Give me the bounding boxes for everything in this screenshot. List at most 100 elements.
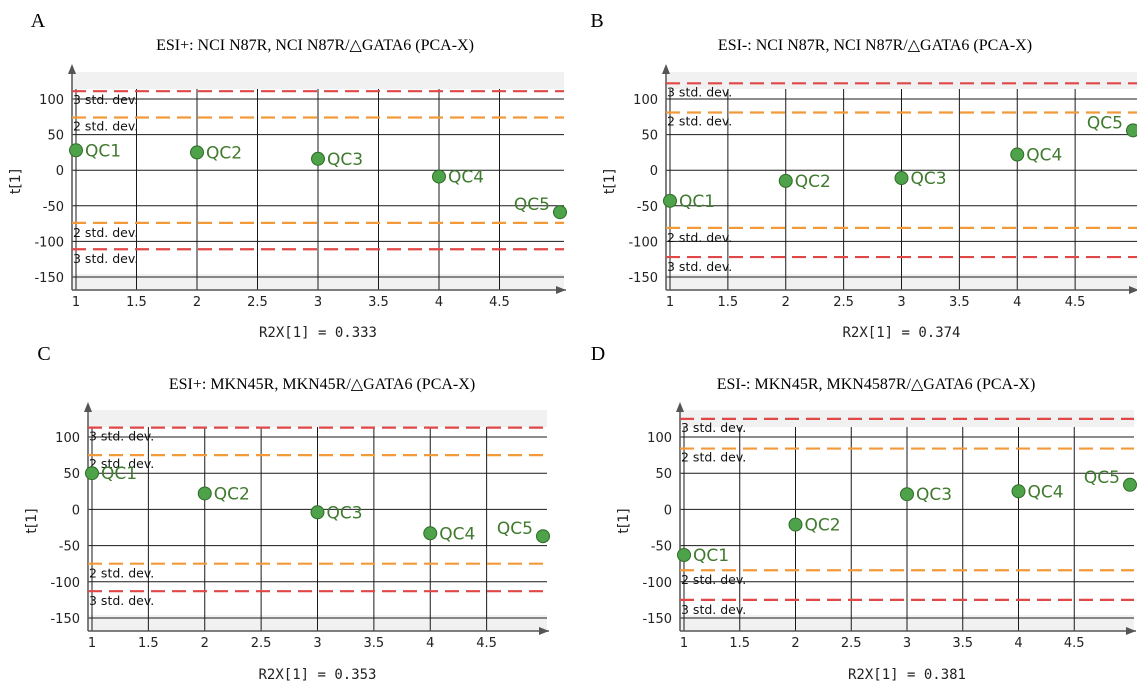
y-tick-label: -150 [642, 612, 672, 627]
panel-a: A ESI+: NCI N87R, NCI N87R/△GATA6 (PCA-X)… [8, 10, 567, 341]
x-axis-label: R2X[1] = 0.333 [259, 325, 377, 341]
y-tick-label: 50 [47, 129, 64, 144]
top-band [72, 72, 564, 89]
limit-label-sd3: 3 std. dev. [73, 251, 138, 266]
x-tick-label: 3 [313, 636, 321, 651]
data-label: QC5 [1084, 468, 1120, 488]
x-tick-label: 1.5 [718, 295, 739, 310]
y-axis-arrow [68, 64, 76, 74]
data-point [894, 171, 909, 186]
x-tick-label: 2 [193, 295, 201, 310]
y-tick-label: 100 [633, 93, 658, 108]
limit-label-sd3: 3 std. dev. [73, 92, 138, 107]
top-band [680, 410, 1134, 427]
limit-label-sd2: 2 std. dev. [89, 456, 154, 471]
limit-label-sd3: 3 std. dev. [89, 429, 154, 444]
data-label: QC4 [448, 168, 484, 188]
limit-label-sd2: 2 std. dev. [667, 114, 732, 129]
y-axis-label: t[1] [24, 508, 40, 533]
data-point [900, 487, 914, 502]
limit-label-sd3: 3 std. dev. [681, 602, 746, 617]
y-tick-label: -100 [50, 576, 80, 591]
y-axis-label: t[1] [602, 169, 618, 194]
chart-title: ESI+: NCI N87R, NCI N87R/△GATA6 (PCA-X) [156, 37, 474, 54]
y-tick-label: -150 [34, 271, 64, 286]
top-band [88, 410, 547, 427]
data-label: QC5 [514, 195, 550, 215]
data-label: QC2 [206, 143, 242, 163]
x-tick-label: 4.5 [1064, 636, 1085, 651]
x-tick-label: 4.5 [1065, 295, 1086, 310]
data-label: QC3 [911, 169, 947, 189]
data-label: QC2 [214, 484, 250, 504]
x-tick-label: 2.5 [841, 636, 862, 651]
panel-letter: A [31, 10, 46, 32]
data-label: QC5 [497, 519, 533, 539]
y-tick-label: 50 [63, 467, 80, 482]
y-axis-label: t[1] [8, 169, 24, 194]
data-label: QC1 [85, 141, 121, 161]
limit-label-sd2: 2 std. dev. [89, 566, 154, 581]
data-label: QC3 [327, 150, 363, 170]
x-tick-label: 2 [791, 636, 799, 651]
chart-title: ESI-: NCI N87R, NCI N87R/△GATA6 (PCA-X) [718, 37, 1032, 54]
y-tick-label: -50 [43, 200, 64, 215]
x-tick-label: 1 [72, 295, 80, 310]
x-tick-label: 1.5 [138, 636, 159, 651]
data-label: QC3 [916, 485, 952, 505]
y-tick-label: 50 [641, 129, 658, 144]
data-label: QC2 [795, 172, 831, 192]
x-tick-label: 4.5 [476, 636, 497, 651]
data-point [536, 529, 550, 544]
data-point [197, 486, 212, 501]
data-point [311, 151, 325, 166]
x-axis-label: R2X[1] = 0.353 [258, 667, 376, 683]
y-tick-label: -150 [628, 271, 658, 286]
y-tick-label: 0 [664, 503, 672, 518]
chart-title: ESI-: MKN45R, MKN4587R/△GATA6 (PCA-X) [717, 376, 1036, 393]
x-tick-label: 4 [1014, 636, 1022, 651]
y-tick-label: 100 [647, 431, 672, 446]
data-label: QC4 [1026, 146, 1062, 166]
data-point [310, 505, 325, 520]
data-point [788, 517, 803, 532]
limit-label-sd2: 2 std. dev. [667, 230, 732, 245]
x-tick-label: 2 [201, 636, 209, 651]
x-axis-label: R2X[1] = 0.374 [842, 325, 960, 341]
y-tick-label: 100 [39, 93, 64, 108]
x-tick-label: 3 [314, 295, 322, 310]
y-tick-label: -50 [651, 540, 672, 555]
x-tick-label: 1.5 [729, 636, 750, 651]
y-tick-label: -50 [637, 200, 658, 215]
y-tick-label: 50 [655, 467, 672, 482]
x-tick-label: 1 [88, 636, 96, 651]
limit-label-sd3: 3 std. dev. [667, 84, 732, 99]
limit-label-sd3: 3 std. dev. [89, 593, 154, 608]
x-tick-label: 3.5 [368, 295, 389, 310]
data-point [1126, 123, 1137, 138]
y-tick-label: 0 [650, 164, 658, 179]
x-axis-arrow [556, 286, 566, 294]
data-point [423, 526, 438, 541]
x-tick-label: 1 [680, 636, 688, 651]
panel-letter: D [591, 343, 605, 365]
y-tick-label: -100 [642, 576, 672, 591]
x-tick-label: 3.5 [952, 636, 973, 651]
x-axis-arrow [1129, 286, 1137, 294]
data-point [1010, 147, 1025, 162]
limit-label-sd3: 3 std. dev. [667, 259, 732, 274]
x-tick-label: 2 [782, 295, 790, 310]
y-tick-label: 100 [55, 431, 80, 446]
data-point [190, 145, 204, 160]
data-point [778, 173, 793, 188]
data-point [1123, 477, 1137, 492]
data-label: QC1 [679, 192, 715, 212]
x-tick-label: 3.5 [949, 295, 970, 310]
x-tick-label: 1 [666, 295, 674, 310]
y-tick-label: -50 [59, 540, 80, 555]
panel-c: C ESI+: MKN45R, MKN45R/△GATA6 (PCA-X) 1 1.5… [24, 343, 550, 683]
data-label: QC1 [693, 546, 729, 566]
y-axis-arrow [676, 402, 684, 412]
panel-d: D ESI-: MKN45R, MKN4587R/△GATA6 (PCA-X) 1 1… [591, 343, 1137, 683]
x-tick-label: 4 [426, 636, 434, 651]
